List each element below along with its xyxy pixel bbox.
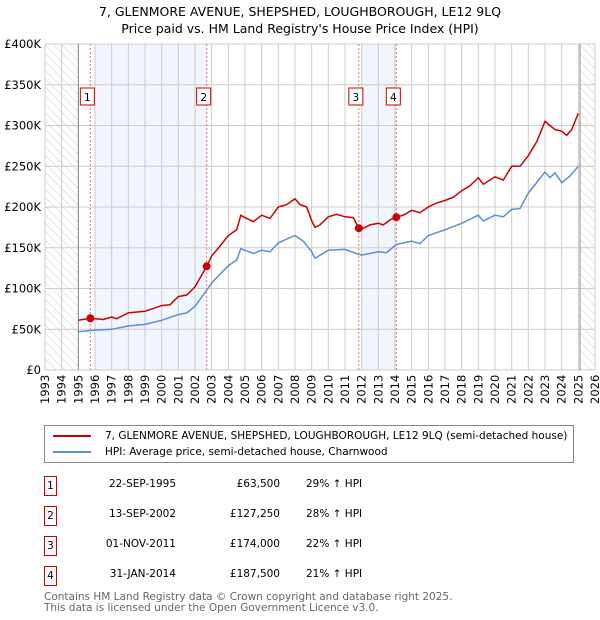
legend: 7, GLENMORE AVENUE, SHEPSHED, LOUGHBOROU… xyxy=(44,425,574,463)
legend-label-property: 7, GLENMORE AVENUE, SHEPSHED, LOUGHBOROU… xyxy=(105,430,568,442)
legend-swatch-blue xyxy=(53,451,91,453)
sale-label: 4 xyxy=(390,92,397,104)
x-tick-label: 2004 xyxy=(221,375,235,404)
y-tick-label: £50K xyxy=(12,322,42,336)
legend-item-hpi: HPI: Average price, semi-detached house,… xyxy=(53,446,388,458)
table-row: 3 01-NOV-2011 £174,000 22% ↑ HPI xyxy=(44,536,544,556)
sale-number: 1 xyxy=(44,476,57,496)
sale-date: 13-SEP-2002 xyxy=(108,508,176,520)
price-chart: 1 2 3 4 1993 1994 1995 1996 1997 1998 1999 2000 2001… xyxy=(4,37,600,404)
x-tick-label: 2018 xyxy=(455,375,469,404)
x-tick-label: 1997 xyxy=(105,375,119,404)
x-tick-label: 2000 xyxy=(155,375,169,404)
x-tick-label: 2006 xyxy=(255,375,269,404)
y-tick-label: £300K xyxy=(4,119,41,133)
y-tick-label: £350K xyxy=(4,78,41,92)
sale-point xyxy=(86,314,95,323)
sale-label: 1 xyxy=(84,92,91,104)
x-tick-label: 2013 xyxy=(371,375,385,404)
x-tick-label: 2001 xyxy=(171,375,185,404)
table-row: 4 31-JAN-2014 £187,500 21% ↑ HPI xyxy=(44,566,544,586)
x-tick-label: 2022 xyxy=(521,375,535,404)
sale-price: £127,250 xyxy=(229,508,280,520)
x-tick-label: 2024 xyxy=(555,375,569,404)
x-tick-label: 2002 xyxy=(188,375,202,404)
sale-label-box xyxy=(385,87,401,106)
table-row: 2 13-SEP-2002 £127,250 28% ↑ HPI xyxy=(44,506,544,526)
sale-number: 3 xyxy=(44,536,57,556)
sale-point xyxy=(354,224,363,233)
legend-label-hpi: HPI: Average price, semi-detached house,… xyxy=(105,446,388,458)
sale-price: £174,000 xyxy=(229,538,280,550)
sale-price: £63,500 xyxy=(236,478,280,490)
sale-date: 31-JAN-2014 xyxy=(109,568,176,580)
x-tick-label: 2003 xyxy=(205,375,219,404)
sale-label: 2 xyxy=(200,92,207,104)
x-tick-label: 1993 xyxy=(38,375,52,404)
x-tick-label: 1994 xyxy=(55,375,69,404)
x-tick-label: 2019 xyxy=(471,375,485,404)
x-tick-label: 2005 xyxy=(238,375,252,404)
x-tick-label: 2023 xyxy=(538,375,552,404)
footer-licence: This data is licensed under the Open Gov… xyxy=(44,602,379,614)
x-tick-label: 2015 xyxy=(405,375,419,404)
x-tick-label: 2009 xyxy=(305,375,319,404)
sale-label-box xyxy=(348,87,364,106)
y-tick-label: £100K xyxy=(4,282,41,296)
x-tick-label: 2011 xyxy=(338,375,352,404)
x-tick-label: 2025 xyxy=(571,375,585,404)
sale-hpi: 28% ↑ HPI xyxy=(306,508,363,520)
y-tick-label: £400K xyxy=(4,37,41,51)
sale-price: £187,500 xyxy=(229,568,280,580)
sale-label-box xyxy=(79,87,95,106)
y-tick-label: £0 xyxy=(26,363,41,377)
sale-point xyxy=(392,213,401,222)
x-tick-label: 2016 xyxy=(421,375,435,404)
x-tick-label: 1999 xyxy=(138,375,152,404)
chart-title: 7, GLENMORE AVENUE, SHEPSHED, LOUGHBOROU… xyxy=(98,4,502,19)
legend-item-property: 7, GLENMORE AVENUE, SHEPSHED, LOUGHBOROU… xyxy=(53,430,567,442)
sale-label: 3 xyxy=(352,92,359,104)
sale-hpi: 22% ↑ HPI xyxy=(306,538,363,550)
footer-copyright: Contains HM Land Registry data © Crown c… xyxy=(44,591,453,603)
y-tick-label: £150K xyxy=(4,241,41,255)
sale-number: 2 xyxy=(44,506,57,526)
chart-subtitle: Price paid vs. HM Land Registry's House … xyxy=(121,21,479,36)
sale-number: 4 xyxy=(44,566,57,586)
legend-swatch-red xyxy=(53,435,91,437)
x-tick-label: 2008 xyxy=(288,375,302,404)
table-row: 1 22-SEP-1995 £63,500 29% ↑ HPI xyxy=(44,476,544,496)
x-tick-label: 2026 xyxy=(588,375,600,404)
x-tick-label: 2017 xyxy=(438,375,452,404)
y-tick-label: £200K xyxy=(4,200,41,214)
sale-hpi: 21% ↑ HPI xyxy=(306,568,363,580)
x-tick-label: 2021 xyxy=(505,375,519,404)
x-tick-label: 2007 xyxy=(271,375,285,404)
sale-hpi: 29% ↑ HPI xyxy=(306,478,363,490)
x-tick-label: 1996 xyxy=(88,375,102,404)
x-tick-label: 2020 xyxy=(488,375,502,404)
series-line xyxy=(78,113,579,322)
sale-point xyxy=(202,262,211,271)
sale-date: 22-SEP-1995 xyxy=(108,478,176,490)
x-tick-label: 2010 xyxy=(321,375,335,404)
x-tick-label: 1998 xyxy=(121,375,135,404)
sale-date: 01-NOV-2011 xyxy=(105,538,176,550)
series-line xyxy=(78,165,579,333)
x-tick-label: 2014 xyxy=(388,375,402,404)
sale-label-box xyxy=(196,87,212,106)
x-tick-label: 1995 xyxy=(71,375,85,404)
x-tick-label: 2012 xyxy=(355,375,369,404)
y-tick-label: £250K xyxy=(4,159,41,173)
